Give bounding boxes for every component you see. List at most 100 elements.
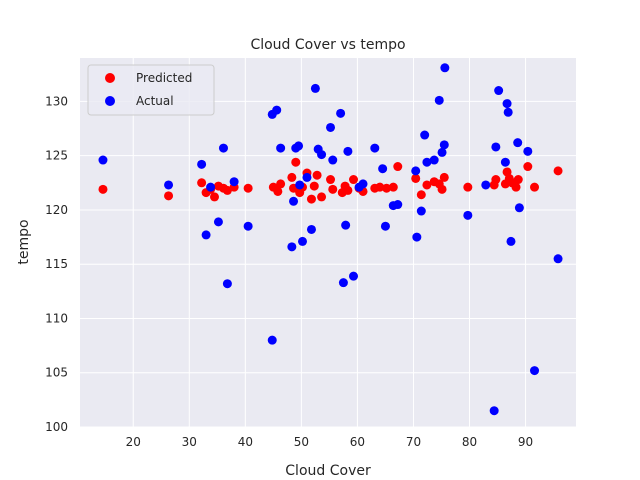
point-predicted <box>422 180 432 190</box>
point-predicted <box>210 192 220 202</box>
y-tick-label: 130 <box>45 94 68 108</box>
point-actual <box>294 141 304 151</box>
y-tick-label: 105 <box>45 366 68 380</box>
x-tick-label: 50 <box>294 435 309 449</box>
point-actual <box>514 203 524 213</box>
point-actual <box>310 83 320 93</box>
point-predicted <box>98 184 108 194</box>
point-actual <box>439 140 449 150</box>
x-tick-label: 90 <box>518 435 533 449</box>
point-actual <box>306 224 316 234</box>
x-tick-label: 40 <box>238 435 253 449</box>
point-predicted <box>511 182 521 192</box>
point-actual <box>370 143 380 153</box>
point-predicted <box>222 185 232 195</box>
point-actual <box>302 172 312 182</box>
y-tick-label: 100 <box>45 420 68 434</box>
point-actual <box>213 217 223 227</box>
x-tick-label: 80 <box>462 435 477 449</box>
point-predicted <box>375 182 385 192</box>
point-actual <box>295 180 305 190</box>
legend-box <box>87 64 215 116</box>
point-predicted <box>243 183 253 193</box>
point-actual <box>434 95 444 105</box>
point-predicted <box>382 183 392 193</box>
point-actual <box>358 179 368 189</box>
data-points <box>98 63 563 416</box>
point-predicted <box>463 182 473 192</box>
point-actual <box>328 155 338 165</box>
y-tick-label: 110 <box>45 311 68 325</box>
point-actual <box>272 105 282 115</box>
point-predicted <box>312 170 322 180</box>
point-predicted <box>553 166 563 176</box>
point-actual <box>267 335 277 345</box>
legend-label-predicted: Predicted <box>136 71 192 85</box>
y-axis-label: tempo <box>16 219 32 264</box>
point-predicted <box>388 182 398 192</box>
point-actual <box>378 164 388 174</box>
point-predicted <box>439 172 449 182</box>
point-actual <box>481 180 491 190</box>
point-actual <box>229 177 239 187</box>
series-actual <box>98 63 563 416</box>
point-actual <box>440 63 450 73</box>
y-tick-label: 120 <box>45 203 68 217</box>
x-tick-label: 30 <box>182 435 197 449</box>
point-predicted <box>197 178 207 188</box>
point-predicted <box>306 194 316 204</box>
legend-label-actual: Actual <box>136 94 174 108</box>
x-axis-label: Cloud Cover <box>285 463 371 479</box>
point-predicted <box>291 157 301 167</box>
point-actual <box>317 150 327 160</box>
point-predicted <box>437 184 447 194</box>
point-actual <box>530 366 540 376</box>
point-actual <box>437 147 447 157</box>
point-actual <box>553 254 563 264</box>
point-actual <box>411 166 421 176</box>
point-actual <box>420 130 430 140</box>
point-actual <box>287 242 297 252</box>
point-actual <box>338 278 348 288</box>
point-actual <box>343 146 353 156</box>
legend-marker-predicted <box>105 73 115 83</box>
x-tick-label: 20 <box>126 435 141 449</box>
point-actual <box>98 155 108 165</box>
point-actual <box>489 406 499 416</box>
point-actual <box>506 236 516 246</box>
series-predicted <box>98 157 563 204</box>
point-predicted <box>523 162 533 172</box>
point-actual <box>422 157 432 167</box>
y-tick-label: 115 <box>45 257 68 271</box>
point-actual <box>276 143 286 153</box>
point-actual <box>491 142 501 152</box>
point-predicted <box>164 191 174 201</box>
point-actual <box>201 230 211 240</box>
point-actual <box>502 99 512 109</box>
point-predicted <box>276 179 286 189</box>
chart-title: Cloud Cover vs tempo <box>250 37 405 53</box>
x-tick-label: 60 <box>350 435 365 449</box>
point-actual <box>416 206 426 216</box>
point-actual <box>197 159 207 169</box>
point-predicted <box>317 192 327 202</box>
point-actual <box>349 271 359 281</box>
point-actual <box>494 86 504 96</box>
point-actual <box>429 155 439 165</box>
point-predicted <box>349 175 359 185</box>
point-actual <box>412 232 422 242</box>
tick-labels: 20 30 40 50 60 70 80 90 100 105 110 115 120 125 130 <box>45 94 533 449</box>
point-actual <box>289 196 299 206</box>
point-predicted <box>326 175 336 185</box>
legend: Predicted Actual <box>87 64 215 116</box>
point-actual <box>393 200 403 210</box>
point-actual <box>336 108 346 118</box>
point-actual <box>503 107 513 117</box>
point-predicted <box>309 181 319 191</box>
point-actual <box>206 182 216 192</box>
plot-area <box>80 58 576 427</box>
point-actual <box>218 143 228 153</box>
point-actual <box>326 122 336 132</box>
x-tick-label: 70 <box>406 435 421 449</box>
point-actual <box>222 279 232 289</box>
